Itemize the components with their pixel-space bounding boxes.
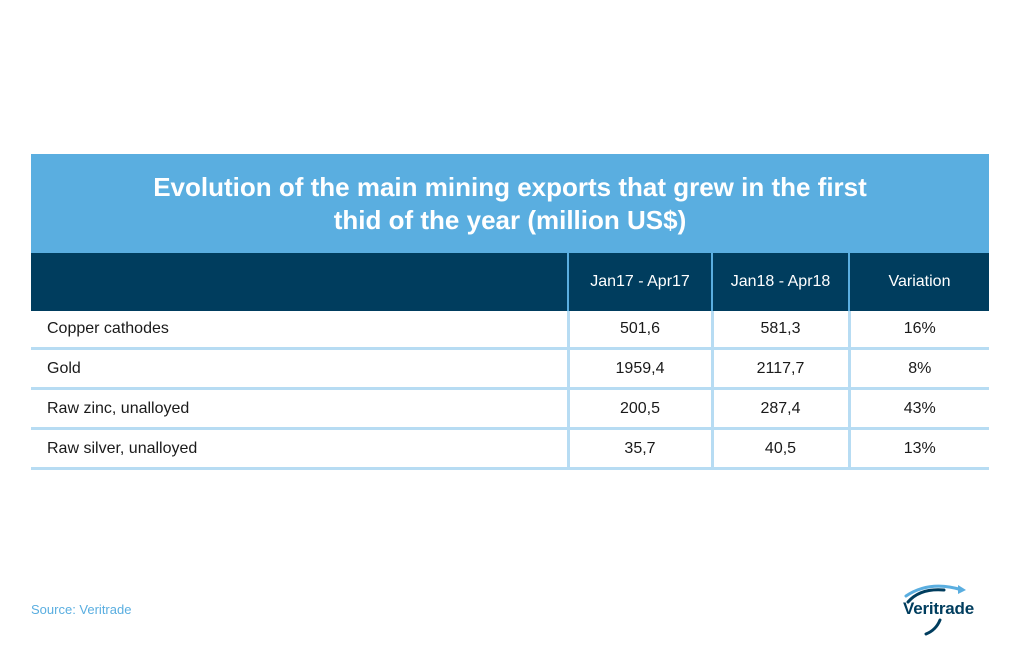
- table-row: Copper cathodes 501,6 581,3 16%: [31, 311, 989, 350]
- table-row: Gold 1959,4 2117,7 8%: [31, 348, 989, 390]
- cell-variation: 43%: [847, 388, 989, 430]
- header-cell-jan18-apr18: Jan18 - Apr18: [711, 253, 849, 311]
- cell-value: 581,3: [710, 311, 849, 350]
- cell-variation: 13%: [847, 428, 989, 470]
- cell-value: 200,5: [566, 388, 712, 430]
- row-label: Gold: [31, 348, 568, 390]
- cell-variation: 16%: [847, 311, 989, 350]
- row-label: Copper cathodes: [31, 311, 568, 350]
- table-title: Evolution of the main mining exports tha…: [153, 171, 867, 235]
- logo-swoosh-icon: [904, 584, 966, 636]
- row-label: Raw zinc, unalloyed: [31, 388, 568, 430]
- cell-value: 287,4: [710, 388, 849, 430]
- header-cell-label: [31, 253, 568, 311]
- logo-text: Veritrade: [903, 599, 974, 618]
- cell-variation: 8%: [847, 348, 989, 390]
- table-row: Raw silver, unalloyed 35,7 40,5 13%: [31, 428, 989, 470]
- header-row: Jan17 - Apr17 Jan18 - Apr18 Variation: [31, 253, 989, 311]
- header-cell-variation: Variation: [848, 253, 989, 311]
- cell-value: 501,6: [566, 311, 712, 350]
- source-note: Source: Veritrade: [31, 602, 132, 617]
- cell-value: 1959,4: [566, 348, 712, 390]
- table-container: Evolution of the main mining exports tha…: [31, 154, 989, 470]
- veritrade-logo: Veritrade: [900, 582, 990, 636]
- title-band: Evolution of the main mining exports tha…: [31, 154, 989, 253]
- exports-table: Jan17 - Apr17 Jan18 - Apr18 Variation Co…: [31, 253, 989, 470]
- row-label: Raw silver, unalloyed: [31, 428, 568, 470]
- cell-value: 40,5: [710, 428, 849, 470]
- header-cell-jan17-apr17: Jan17 - Apr17: [567, 253, 712, 311]
- cell-value: 2117,7: [710, 348, 849, 390]
- cell-value: 35,7: [566, 428, 712, 470]
- table-row: Raw zinc, unalloyed 200,5 287,4 43%: [31, 388, 989, 430]
